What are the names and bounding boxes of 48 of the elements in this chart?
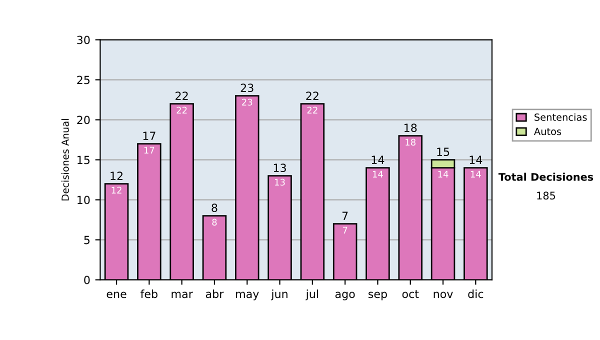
data-label: 12	[112, 186, 122, 194]
x-tick-label: mar	[172, 292, 193, 298]
x-tick-label: abr	[206, 290, 224, 298]
x-tick-label: feb	[140, 290, 158, 298]
text: 185	[537, 192, 556, 200]
y-tick-label: 15	[78, 156, 90, 164]
legend-label: Autos	[534, 128, 562, 136]
total-label: 22	[176, 92, 188, 100]
data-label: 18	[406, 138, 416, 146]
y-tick-label: 10	[78, 196, 90, 204]
total-label: 14	[470, 156, 482, 164]
x-tick-label: oct	[402, 290, 419, 298]
data-label: 17	[144, 146, 154, 154]
data-label: 14	[438, 170, 448, 178]
x-tick-label: jul	[306, 290, 318, 300]
y-tick-label: 30	[77, 36, 90, 44]
x-tick-label: may	[236, 292, 259, 300]
legend-label: Sentencias	[534, 113, 587, 121]
y-tick-label: 0	[84, 276, 90, 284]
y-tick-label: 20	[77, 116, 90, 124]
data-label: 23	[242, 98, 252, 106]
data-label: 14	[372, 170, 383, 178]
data-label: 22	[176, 106, 187, 114]
data-label: 8	[212, 218, 217, 226]
total-label: 18	[404, 124, 417, 132]
x-tick-label: ago	[335, 292, 355, 300]
total-label: 14	[372, 156, 384, 164]
x-tick-label: dic	[468, 290, 484, 298]
data-label: 7	[342, 226, 348, 234]
total-label: 23	[240, 84, 254, 92]
x-tick-label: nov	[434, 292, 453, 298]
data-label: 14	[470, 170, 481, 178]
data-label: 22	[307, 106, 318, 114]
total-label: 22	[306, 92, 318, 100]
total-label: 15	[437, 148, 450, 156]
total-label: 13	[274, 164, 286, 172]
x-tick-label: sep	[368, 292, 387, 300]
y-axis-title: Decisiones Anual	[61, 119, 69, 200]
x-tick-label: ene	[106, 292, 126, 298]
x-tick-label: jun	[270, 290, 288, 300]
total-label: 8	[212, 204, 218, 212]
total-label: 7	[342, 212, 348, 220]
total-label: 17	[143, 132, 156, 140]
text: Total Decisiones	[498, 172, 594, 181]
y-tick-label: 5	[84, 236, 90, 244]
y-tick-label: 25	[77, 76, 90, 84]
data-label: 13	[275, 178, 285, 186]
total-label: 12	[110, 172, 122, 180]
